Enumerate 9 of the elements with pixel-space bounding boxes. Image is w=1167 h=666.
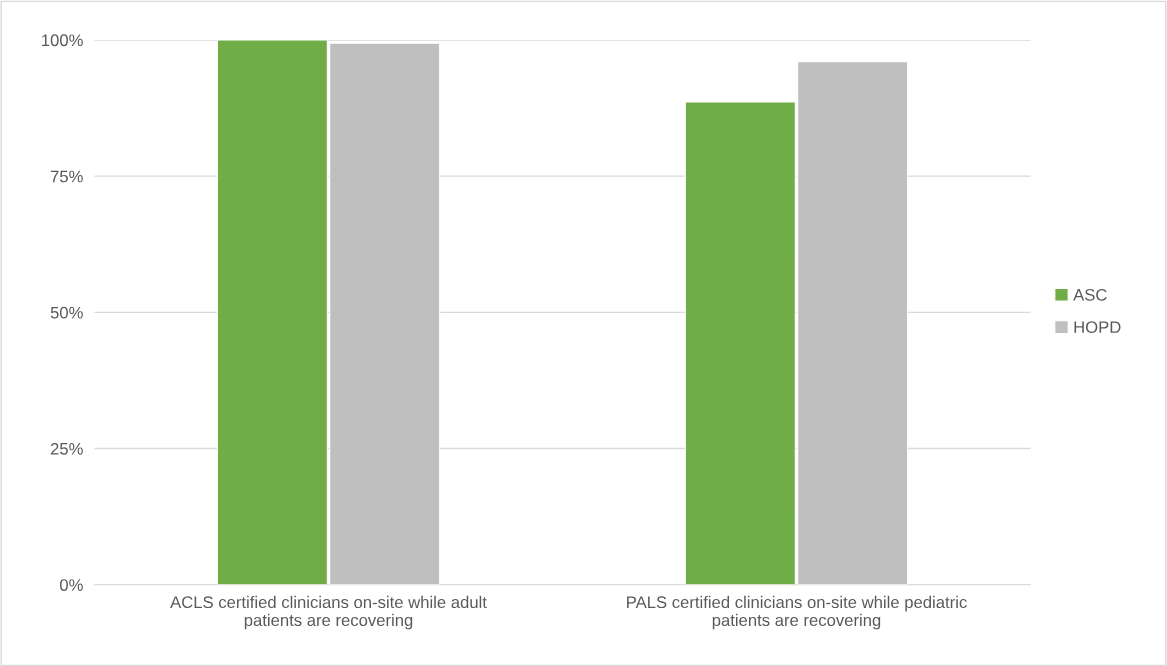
y-tick-label: 100% <box>42 34 83 47</box>
x-tick-label: PALS certified clinicians on-site while pediatric patients are recovering <box>627 595 967 630</box>
legend-label: HOPD <box>1074 321 1121 334</box>
y-tick-label: 0% <box>59 579 83 591</box>
legend-label: ASC <box>1073 288 1107 301</box>
x-tick-label: ACLS certified clinicians on-site while adult patients are recovering <box>170 595 487 630</box>
y-tick-label: 50% <box>50 306 83 319</box>
y-tick-label: 25% <box>50 442 83 455</box>
y-tick-label: 75% <box>50 170 83 183</box>
